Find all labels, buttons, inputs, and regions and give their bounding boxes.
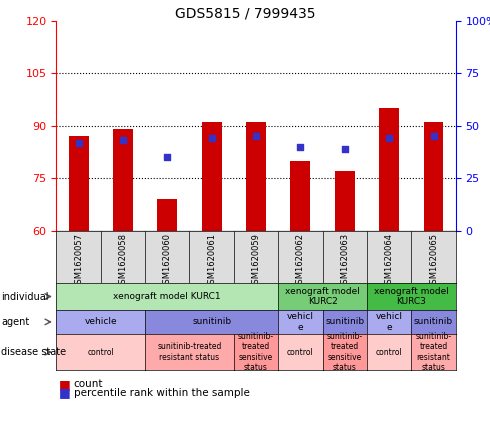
Bar	[202, 122, 221, 231]
Text: disease state: disease state	[1, 347, 66, 357]
Text: percentile rank within the sample: percentile rank within the sample	[74, 387, 249, 398]
Text: GSM1620060: GSM1620060	[163, 233, 172, 289]
Text: GSM1620057: GSM1620057	[74, 233, 83, 289]
Text: GSM1620065: GSM1620065	[429, 233, 438, 289]
Text: control: control	[376, 348, 402, 357]
Text: GSM1620063: GSM1620063	[340, 233, 349, 289]
Text: GSM1620064: GSM1620064	[385, 233, 393, 289]
Text: GSM1620062: GSM1620062	[296, 233, 305, 289]
Bar	[246, 122, 266, 231]
Text: ■: ■	[59, 386, 71, 399]
Bar	[157, 199, 177, 231]
Text: sunitinib: sunitinib	[414, 317, 453, 327]
Point	[119, 137, 127, 144]
Bar	[379, 108, 399, 231]
Point	[430, 133, 438, 140]
Text: xenograft model KURC1: xenograft model KURC1	[114, 292, 221, 301]
Point	[252, 133, 260, 140]
Point	[341, 146, 349, 152]
Point	[296, 143, 304, 150]
Text: sunitinib: sunitinib	[192, 317, 231, 327]
Text: sunitinib-
treated
resistant
status: sunitinib- treated resistant status	[416, 332, 452, 372]
Text: vehicl
e: vehicl e	[376, 312, 403, 332]
Text: sunitinib: sunitinib	[325, 317, 365, 327]
Text: xenograft model
KURC2: xenograft model KURC2	[285, 287, 360, 306]
Point	[385, 135, 393, 142]
Text: GSM1620061: GSM1620061	[207, 233, 216, 289]
Text: agent: agent	[1, 317, 29, 327]
Bar	[69, 136, 89, 231]
Text: control: control	[287, 348, 314, 357]
Text: vehicl
e: vehicl e	[287, 312, 314, 332]
Text: GSM1620058: GSM1620058	[119, 233, 127, 289]
Text: sunitinib-treated
resistant status: sunitinib-treated resistant status	[157, 343, 221, 362]
Text: individual: individual	[1, 291, 49, 302]
Point	[163, 154, 171, 161]
Point	[208, 135, 216, 142]
Text: sunitinib-
treated
sensitive
status: sunitinib- treated sensitive status	[327, 332, 363, 372]
Text: count: count	[74, 379, 103, 389]
Bar	[291, 161, 310, 231]
Text: GDS5815 / 7999435: GDS5815 / 7999435	[175, 6, 315, 20]
Point	[74, 139, 82, 146]
Text: control: control	[87, 348, 114, 357]
Bar	[423, 122, 443, 231]
Text: GSM1620059: GSM1620059	[251, 233, 261, 289]
Text: xenograft model
KURC3: xenograft model KURC3	[374, 287, 449, 306]
Text: ■: ■	[59, 378, 71, 390]
Bar	[335, 171, 355, 231]
Bar	[113, 129, 133, 231]
Text: sunitinib-
treated
sensitive
status: sunitinib- treated sensitive status	[238, 332, 274, 372]
Text: vehicle: vehicle	[84, 317, 117, 327]
